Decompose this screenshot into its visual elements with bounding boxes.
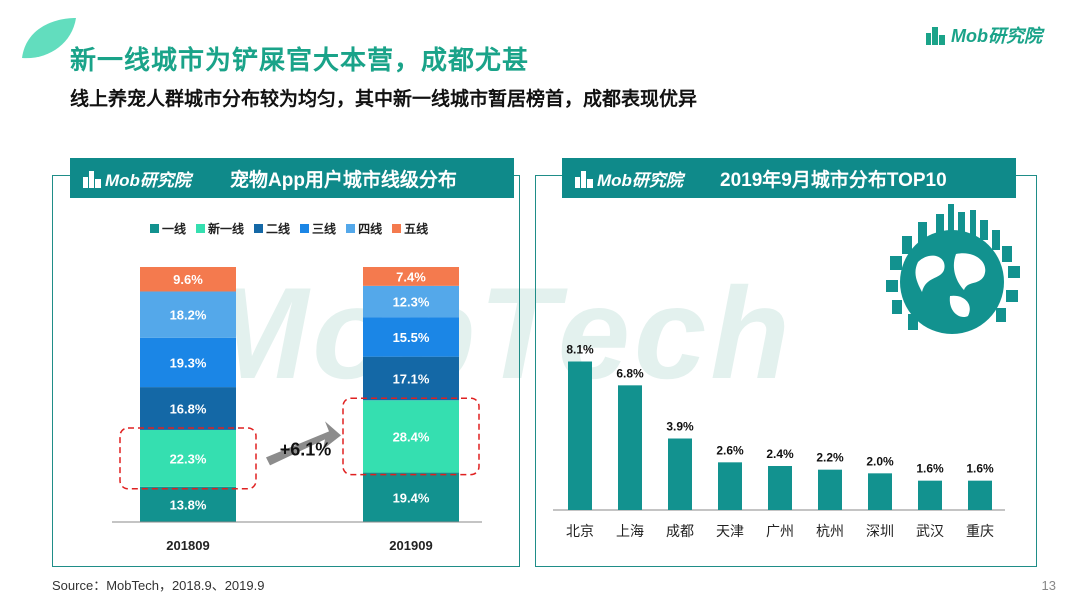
segment-label: 15.5% — [393, 330, 430, 345]
legend-item: 一线 — [150, 220, 186, 237]
building-logo-icon — [575, 170, 593, 188]
stack-segment — [363, 285, 459, 318]
city-bar — [868, 473, 892, 510]
bar-value-label: 2.4% — [766, 447, 794, 461]
legend-swatch — [150, 224, 159, 233]
city-label: 广州 — [766, 523, 794, 539]
growth-arrow-icon — [266, 421, 341, 466]
legend-item: 四线 — [346, 220, 382, 237]
segment-label: 28.4% — [393, 429, 430, 444]
growth-label: +6.1% — [280, 439, 332, 459]
segment-label: 13.8% — [170, 497, 207, 512]
right-panel-title: 2019年9月城市分布TOP10 — [720, 169, 947, 191]
highlight-box — [119, 427, 257, 490]
stack-segment — [363, 356, 459, 401]
left-panel-logo: Mob研究院 — [82, 166, 191, 191]
city-bar — [818, 469, 842, 510]
leaf-decoration-icon — [22, 18, 76, 59]
stack-segment — [363, 472, 459, 522]
segment-label: 18.2% — [170, 308, 207, 323]
segment-label: 7.4% — [396, 269, 426, 284]
bar-value-label: 2.0% — [866, 454, 894, 468]
bar-value-label: 3.9% — [666, 420, 694, 434]
city-label: 武汉 — [916, 523, 944, 539]
legend-label: 四线 — [358, 222, 383, 236]
legend-item: 二线 — [254, 220, 290, 237]
legend-item: 三线 — [300, 220, 336, 237]
stack-segment — [140, 429, 236, 487]
left-panel-title: 宠物App用户城市线级分布 — [230, 169, 457, 191]
globe-city-icon — [886, 204, 1020, 334]
city-bar — [718, 462, 742, 510]
segment-label: 19.3% — [170, 355, 207, 370]
category-label: 201909 — [389, 538, 432, 553]
bar-value-label: 1.6% — [966, 462, 994, 476]
bar-value-label: 2.6% — [716, 443, 744, 457]
stack-segment — [363, 267, 459, 286]
legend-swatch — [300, 224, 310, 233]
right-panel-header: Mob研究院 2019年9月城市分布TOP10 — [562, 158, 1016, 198]
brand-logo: Mob研究院 — [925, 22, 1042, 48]
legend-label: 二线 — [266, 222, 291, 236]
legend-item: 五线 — [392, 220, 428, 237]
city-label: 北京 — [566, 523, 594, 539]
city-bar — [668, 438, 692, 510]
city-label: 深圳 — [866, 523, 894, 539]
page-number: 13 — [1041, 578, 1056, 593]
highlight-box — [342, 397, 480, 476]
segment-label: 12.3% — [393, 295, 430, 310]
building-logo-icon — [83, 170, 101, 188]
city-label: 成都 — [666, 523, 694, 539]
legend-label: 一线 — [162, 222, 187, 236]
stack-segment — [363, 317, 459, 357]
stack-segment — [140, 267, 236, 292]
bar-value-label: 6.8% — [616, 366, 644, 380]
left-panel-header: Mob研究院 宠物App用户城市线级分布 — [70, 158, 514, 198]
watermark: MobTech — [200, 260, 794, 406]
legend-swatch — [346, 224, 356, 233]
legend-label: 三线 — [312, 222, 337, 236]
city-bar — [918, 480, 942, 510]
source-note: Source：MobTech，2018.9、2019.9 — [52, 578, 265, 593]
page-subtitle: 线上养宠人群城市分布较为均匀，其中新一线城市暂居榜首，成都表现优异 — [70, 89, 698, 110]
city-bar — [618, 385, 642, 510]
city-label: 重庆 — [966, 523, 994, 539]
stack-segment — [140, 291, 236, 338]
city-bar — [968, 480, 992, 510]
stack-segment — [140, 486, 236, 522]
legend-label: 五线 — [404, 222, 429, 236]
page-title: 新一线城市为铲屎官大本营，成都尤甚 — [70, 45, 530, 75]
city-label: 上海 — [616, 523, 644, 539]
segment-label: 16.8% — [170, 402, 207, 417]
legend-swatch — [392, 224, 402, 233]
segment-label: 19.4% — [393, 490, 430, 505]
legend-label: 新一线 — [208, 222, 245, 236]
stack-segment — [140, 337, 236, 388]
left-panel-logo-text: Mob研究院 — [105, 171, 191, 190]
left-legend: 一线 新一线 二线 三线 四线 五线 — [150, 220, 428, 237]
bar-value-label: 8.1% — [566, 343, 594, 357]
bar-value-label: 2.2% — [816, 451, 844, 465]
stacked-bar-chart: 13.8% 22.3% 16.8% 19.3% 18.2% 9.6% 201809 19.4%… — [112, 267, 482, 553]
segment-label: 22.3% — [170, 451, 207, 466]
right-panel-logo: Mob研究院 — [574, 166, 683, 191]
segment-label: 17.1% — [393, 371, 430, 386]
category-label: 201809 — [166, 538, 209, 553]
stack-segment — [140, 387, 236, 430]
top10-bar-chart: 8.1% 北京 6.8% 上海 3.9% 成都 2.6% 天津 2.4% 广州 2.2% 杭州 2.0%… — [553, 343, 1005, 539]
legend-swatch — [196, 224, 206, 233]
legend-item: 新一线 — [196, 220, 244, 237]
city-label: 杭州 — [816, 523, 844, 539]
brand-logo-text: Mob研究院 — [951, 26, 1042, 46]
city-bar — [768, 466, 792, 510]
right-panel-logo-text: Mob研究院 — [597, 171, 683, 190]
legend-swatch — [254, 224, 264, 233]
city-bar — [568, 361, 592, 510]
stack-segment — [363, 400, 459, 473]
building-logo-icon — [926, 27, 946, 45]
city-label: 天津 — [716, 523, 744, 539]
bar-value-label: 1.6% — [916, 462, 944, 476]
segment-label: 9.6% — [173, 272, 203, 287]
